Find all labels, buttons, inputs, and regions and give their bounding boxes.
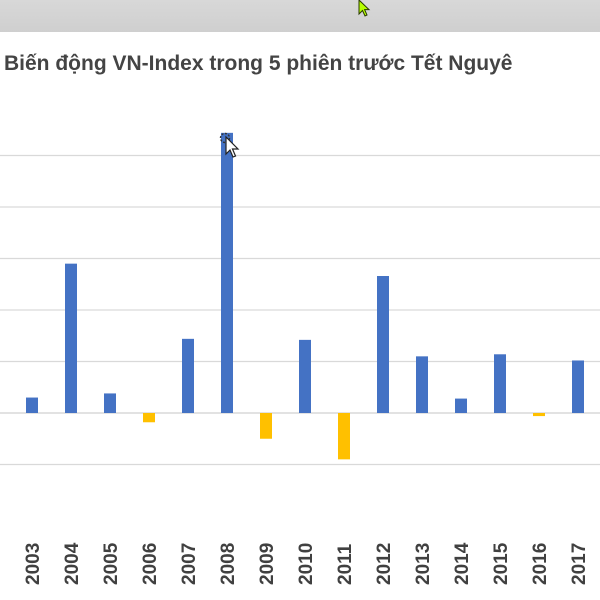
bar-2008: [221, 132, 233, 413]
bar-2009: [260, 413, 272, 439]
x-tick-label-2004: 2004: [62, 542, 83, 585]
chart-title: Biến động VN-Index trong 5 phiên trước T…: [4, 52, 513, 75]
mouse-pointer-icon: [219, 132, 240, 158]
bar-2003: [26, 397, 38, 413]
bar-2012: [377, 276, 389, 413]
x-tick-label-2008: 2008: [218, 543, 239, 585]
bar-2011: [338, 413, 350, 460]
x-tick-label-2011: 2011: [335, 543, 356, 585]
bar-2010: [299, 339, 311, 413]
x-tick-label-2014: 2014: [452, 542, 473, 585]
x-tick-label-2016: 2016: [530, 543, 551, 585]
bars: [26, 132, 584, 460]
green-arrow-cursor-icon: [358, 0, 371, 17]
x-tick-label-2002: 2002: [0, 543, 5, 585]
x-tick-label-2006: 2006: [140, 543, 161, 585]
bar-2014: [455, 398, 467, 413]
x-tick-label-2010: 2010: [296, 543, 317, 585]
x-tick-label-2013: 2013: [413, 543, 434, 585]
x-tick-label-2015: 2015: [491, 542, 512, 585]
chart-area: [0, 32, 600, 600]
x-tick-label-2007: 2007: [179, 543, 200, 585]
bar-2015: [494, 354, 506, 413]
gridlines: [0, 154, 600, 466]
bar-2004: [65, 263, 77, 413]
bar-2017: [572, 360, 584, 413]
top-toolbar-strip: [0, 0, 600, 32]
bar-2013: [416, 356, 428, 413]
x-tick-label-2005: 2005: [101, 542, 122, 585]
x-tick-label-2003: 2003: [23, 543, 44, 585]
x-axis-labels: 2002 2003 2004 2005 2006 2007 2008 2009 2010 2011…: [0, 542, 590, 585]
bar-2016: [533, 413, 545, 417]
x-tick-label-2009: 2009: [257, 543, 278, 585]
bar-2006: [143, 413, 155, 423]
bar-2005: [104, 393, 116, 413]
x-tick-label-2012: 2012: [374, 543, 395, 585]
bar-2007: [182, 338, 194, 413]
x-tick-label-2017: 2017: [569, 543, 590, 585]
